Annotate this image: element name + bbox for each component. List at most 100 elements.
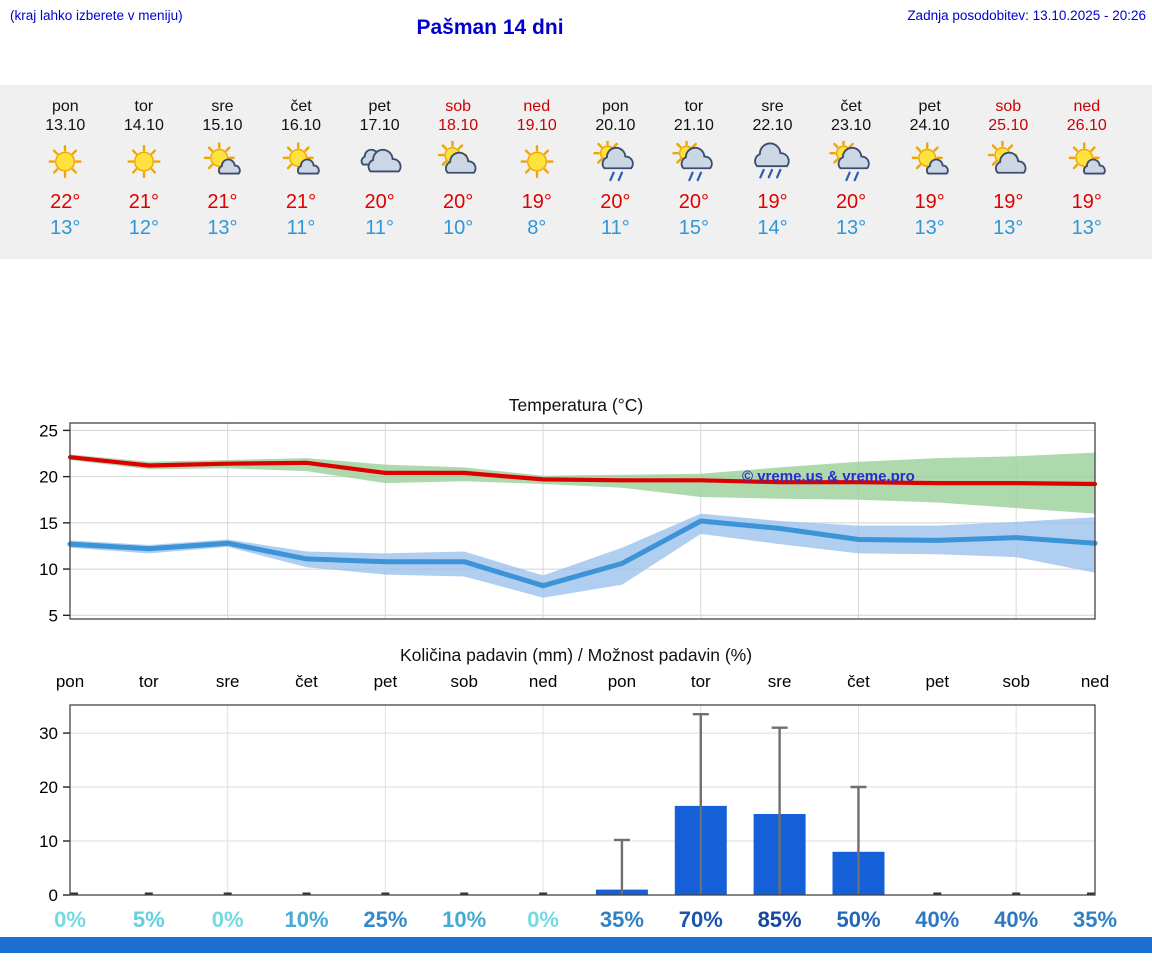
day-name: tor	[134, 98, 154, 115]
day-name: pet	[918, 98, 941, 115]
day-name: pon	[601, 98, 629, 115]
precip-probability: 10%	[442, 907, 486, 932]
weather-icon-sunny	[105, 135, 184, 189]
day-min-temp: 15°	[678, 217, 710, 239]
day-max-temp: 19°	[1071, 191, 1102, 213]
precip-probability: 10%	[284, 907, 328, 932]
weather-icon-partly-cloudy	[969, 135, 1048, 189]
day-name: tor	[684, 98, 704, 115]
precip-y-tick-label: 20	[39, 778, 58, 797]
day-max-temp: 20°	[835, 191, 867, 213]
precip-probability: 70%	[679, 907, 723, 932]
day-date: 26.10	[1066, 117, 1107, 134]
day-column: pon 20.10 20° 11°	[576, 97, 655, 241]
temp-y-tick-label: 15	[39, 514, 58, 533]
precip-y-tick-label: 0	[49, 886, 58, 905]
day-date: 16.10	[281, 117, 322, 134]
precip-probability: 40%	[994, 907, 1038, 932]
precip-day-label: čet	[847, 672, 870, 691]
precip-probability: 85%	[758, 907, 802, 932]
day-column: ned 19.10 19° 8°	[497, 97, 576, 241]
day-min-temp: 13°	[1071, 217, 1102, 239]
weather-icon-mostly-sunny	[890, 135, 969, 189]
day-date: 19.10	[516, 117, 557, 134]
day-date: 21.10	[673, 117, 714, 134]
day-max-temp: 20°	[443, 191, 474, 213]
precip-probability: 5%	[133, 907, 165, 932]
day-date: 22.10	[752, 117, 793, 134]
day-min-temp: 11°	[286, 217, 316, 239]
precip-day-label: pon	[608, 672, 636, 691]
precip-day-label: ned	[1081, 672, 1109, 691]
temperature-section: Temperatura (°C) 5 10 15 20 25 © vreme.us & v…	[0, 395, 1152, 625]
precip-probability: 35%	[1073, 907, 1117, 932]
day-date: 17.10	[359, 117, 400, 134]
day-date: 13.10	[45, 117, 86, 134]
day-column: čet 23.10 20° 13°	[812, 97, 891, 241]
temperature-chart-title: Temperatura (°C)	[508, 395, 644, 415]
precip-probability: 40%	[915, 907, 959, 932]
last-updated-text: Zadnja posodobitev: 13.10.2025 - 20:26	[907, 8, 1146, 23]
max-temp-range-band	[70, 452, 1095, 514]
day-date: 24.10	[909, 117, 950, 134]
day-name: sob	[445, 98, 472, 115]
day-min-temp: 8°	[527, 217, 547, 239]
precip-day-label: sre	[216, 672, 240, 691]
precip-probability: 35%	[600, 907, 644, 932]
day-name: sre	[761, 98, 784, 115]
day-date: 25.10	[988, 117, 1029, 134]
day-min-temp: 13°	[50, 217, 81, 239]
day-name: pon	[51, 98, 79, 115]
precip-day-label: pon	[56, 672, 84, 691]
precip-y-tick-label: 10	[39, 832, 58, 851]
baseline-tick	[1087, 892, 1095, 895]
day-column: ned 26.10 19° 13°	[1048, 97, 1127, 241]
precip-day-label: čet	[295, 672, 318, 691]
day-min-temp: 13°	[835, 217, 867, 239]
location-menu-hint: (kraj lahko izberete v meniju)	[10, 8, 183, 23]
day-max-temp: 19°	[521, 191, 552, 213]
day-column: pet 24.10 19° 13°	[890, 97, 969, 241]
day-max-temp: 21°	[207, 191, 238, 213]
baseline-tick	[933, 892, 942, 895]
day-max-temp: 21°	[285, 191, 317, 213]
precip-day-label: sob	[450, 672, 477, 691]
day-date: 15.10	[202, 117, 243, 134]
baseline-tick	[381, 892, 390, 895]
precip-probability: 0%	[527, 907, 559, 932]
weather-icon-cloudy	[340, 135, 419, 189]
max-temp-line	[67, 455, 1098, 487]
day-max-temp: 20°	[678, 191, 710, 213]
forecast-strip: pon 13.10 22° 13° tor 14.10 21° 12° sre 15.10 21° 1…	[0, 85, 1152, 259]
day-column: sob 18.10 20° 10°	[419, 97, 498, 241]
precip-probability: 0%	[54, 907, 86, 932]
precip-day-label: sob	[1002, 672, 1029, 691]
day-date: 14.10	[123, 117, 164, 134]
day-name: čet	[840, 98, 862, 115]
precip-probability: 0%	[212, 907, 244, 932]
min-temp-line	[67, 518, 1098, 589]
day-min-temp: 10°	[443, 217, 474, 239]
precipitation-section: Količina padavin (mm) / Možnost padavin …	[0, 645, 1152, 935]
baseline-tick	[223, 892, 232, 895]
watermark-link[interactable]: © vreme.us & vreme.pro	[742, 468, 915, 485]
day-date: 23.10	[831, 117, 872, 134]
day-name: sre	[211, 98, 234, 115]
day-column: sre 15.10 21° 13°	[183, 97, 262, 241]
precip-y-tick-label: 30	[39, 724, 58, 743]
weather-icon-rain-showers-sun	[576, 135, 655, 189]
temp-y-tick-label: 25	[39, 421, 58, 440]
day-max-temp: 20°	[364, 191, 395, 213]
precip-day-label: ned	[529, 672, 557, 691]
day-min-temp: 11°	[600, 217, 630, 239]
baseline-tick	[144, 892, 153, 895]
day-max-temp: 19°	[914, 191, 945, 213]
temp-y-tick-label: 10	[39, 560, 58, 579]
weather-icon-rain-showers-sun	[655, 135, 734, 189]
day-column: tor 14.10 21° 12°	[105, 97, 184, 241]
day-name: ned	[1073, 98, 1101, 115]
day-name: sob	[995, 98, 1022, 115]
baseline-tick	[302, 892, 311, 895]
day-min-temp: 14°	[757, 217, 788, 239]
precip-probability: 50%	[836, 907, 880, 932]
